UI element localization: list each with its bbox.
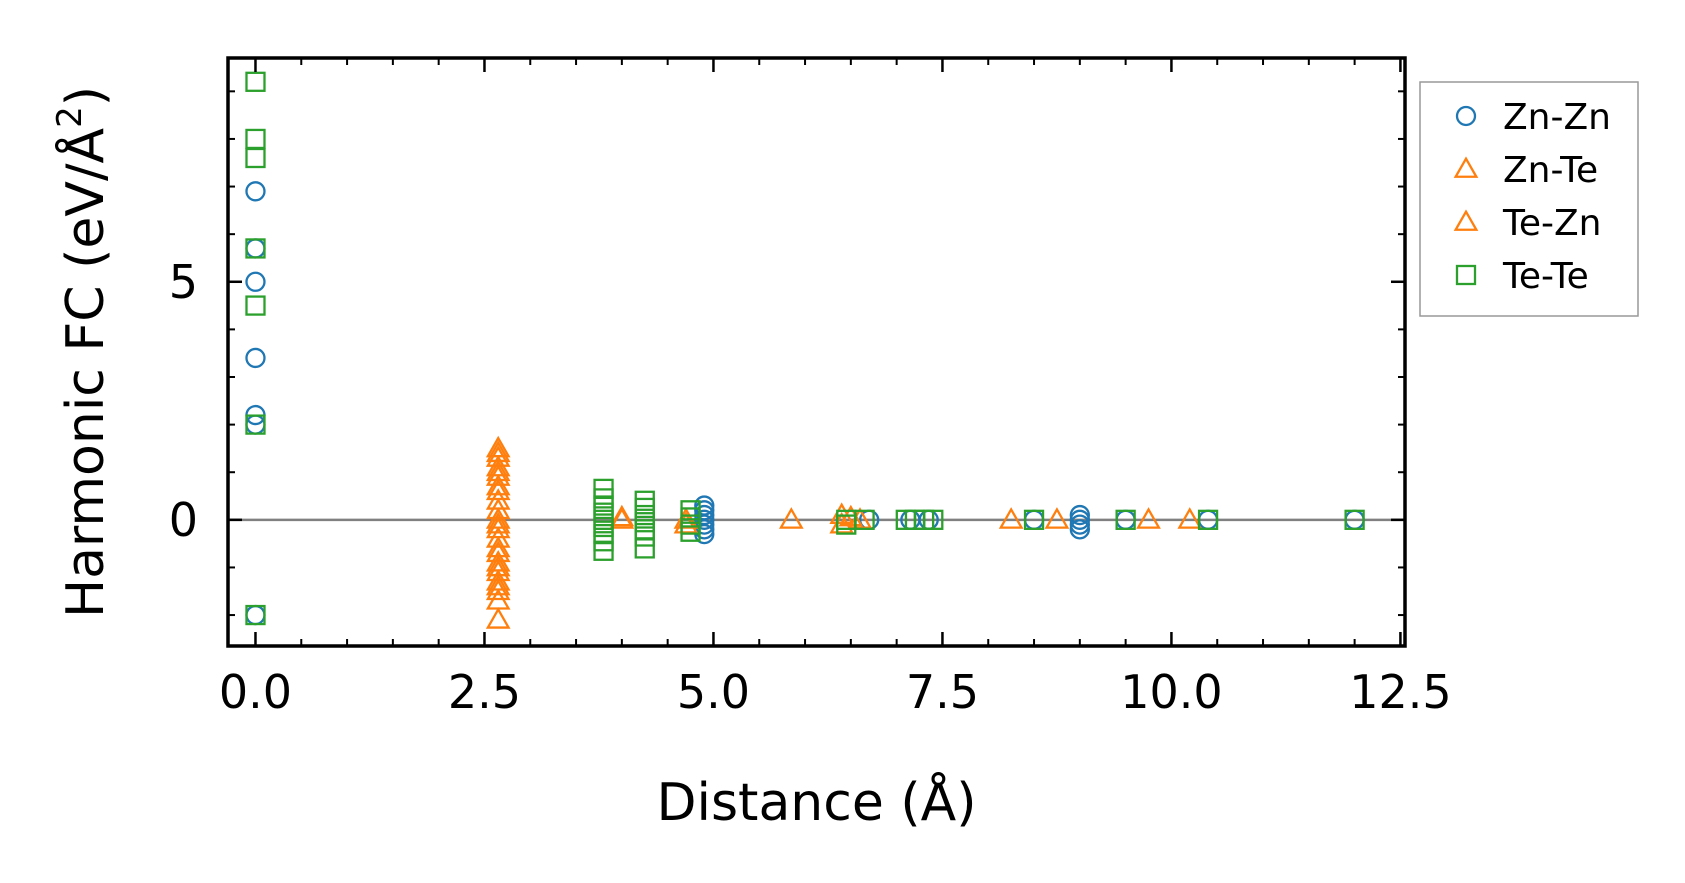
legend: Zn-Zn Zn-Te Te-Zn Te-Te — [1419, 81, 1639, 317]
point-zn-te-19 — [778, 507, 804, 529]
point-zn-zn-3 — [245, 347, 266, 369]
point-zn-zn-0 — [245, 181, 266, 202]
y-axis-label-main: Harmonic FC (eV/Å — [54, 127, 116, 618]
y-axis-label: Harmonic FC (eV/Å2) — [50, 86, 116, 618]
point-zn-zn-20 — [1069, 514, 1090, 535]
x-tick-label: 5.0 — [677, 665, 750, 719]
point-te-te-29 — [854, 509, 875, 530]
legend-label-te-te: Te-Te — [1502, 256, 1589, 297]
point-te-te-0 — [245, 71, 266, 92]
point-zn-te-23 — [998, 507, 1024, 529]
y-axis-label-close: ) — [56, 86, 116, 106]
data-points — [245, 71, 1365, 629]
point-zn-te-13 — [485, 578, 511, 601]
y-axis-label-superscript: 2 — [50, 106, 90, 128]
point-zn-te-4 — [485, 473, 511, 496]
point-te-te-33 — [923, 509, 944, 530]
point-zn-zn-2 — [245, 271, 266, 292]
point-te-te-34 — [1023, 509, 1045, 530]
point-zn-te-7 — [485, 511, 511, 534]
point-te-te-6 — [245, 604, 266, 626]
point-zn-te-24 — [1044, 507, 1070, 529]
point-te-zn-2 — [485, 478, 511, 501]
legend-label-zn-zn: Zn-Zn — [1503, 97, 1611, 138]
x-tick-label: 2.5 — [448, 665, 521, 719]
legend-marker-te-zn — [1453, 209, 1479, 231]
point-te-te-5 — [245, 414, 266, 435]
point-zn-te-25 — [1136, 507, 1161, 529]
plot-frame — [226, 56, 1407, 648]
axis-ticks — [228, 58, 1405, 646]
legend-marker-te-te — [1455, 264, 1477, 286]
point-te-te-22 — [634, 538, 655, 559]
x-tick-label: 7.5 — [906, 665, 979, 719]
legend-label-te-zn: Te-Zn — [1502, 203, 1602, 244]
point-zn-te-26 — [1177, 507, 1203, 529]
point-te-te-15 — [593, 540, 614, 561]
x-tick-label: 10.0 — [1120, 665, 1222, 719]
series-te-zn — [485, 440, 864, 596]
legend-label-zn-te: Zn-Te — [1503, 150, 1598, 191]
point-zn-te-3 — [485, 464, 511, 486]
point-te-zn-8 — [609, 504, 635, 527]
point-te-te-37 — [1344, 509, 1365, 530]
point-te-te-21 — [634, 526, 655, 547]
point-te-zn-3 — [485, 507, 511, 529]
point-te-te-2 — [245, 147, 266, 169]
point-zn-zn-19 — [1069, 509, 1090, 530]
series-te-te — [245, 71, 1365, 626]
x-tick-label: 0.0 — [219, 665, 292, 719]
y-tick-label: 0 — [169, 493, 198, 547]
point-zn-zn-21 — [1069, 519, 1090, 540]
point-te-zn-7 — [485, 573, 511, 596]
point-zn-te-16 — [609, 507, 635, 529]
point-zn-zn-18 — [1069, 504, 1090, 526]
legend-marker-zn-te — [1453, 156, 1479, 178]
point-te-te-36 — [1197, 509, 1219, 530]
point-zn-te-15 — [485, 607, 511, 629]
point-te-te-26 — [680, 521, 701, 542]
axis-tick-labels: 0.0 2.5 5.0 7.5 10.0 12.5 0 5 — [169, 255, 1452, 719]
point-te-te-3 — [245, 238, 266, 259]
point-te-te-35 — [1115, 509, 1136, 530]
point-te-te-4 — [245, 295, 266, 316]
y-tick-label: 5 — [169, 255, 198, 309]
x-tick-label: 12.5 — [1349, 665, 1451, 719]
x-axis-label: Distance (Å) — [656, 771, 976, 833]
legend-marker-zn-zn — [1455, 105, 1477, 127]
